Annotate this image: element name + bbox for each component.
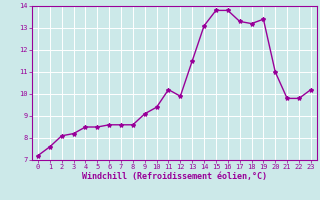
X-axis label: Windchill (Refroidissement éolien,°C): Windchill (Refroidissement éolien,°C) xyxy=(82,172,267,181)
